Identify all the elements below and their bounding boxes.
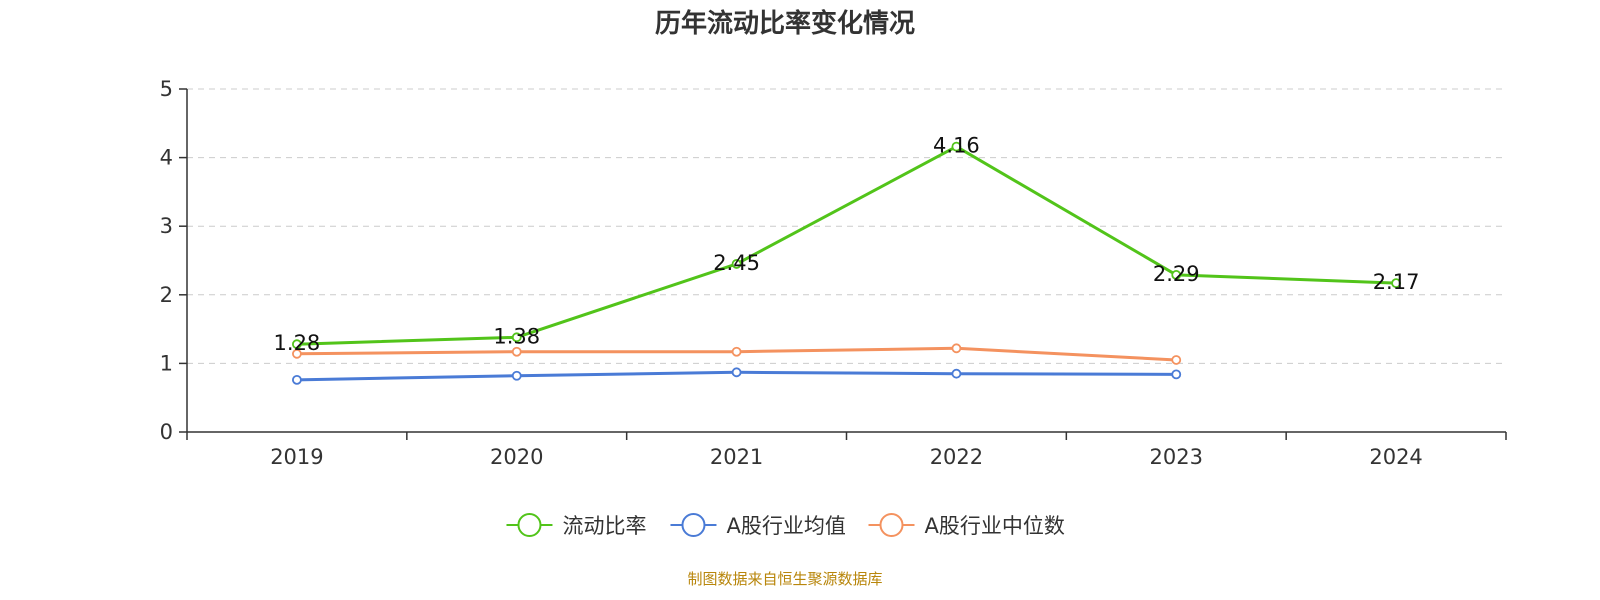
- data-point-0-0: [292, 339, 302, 350]
- data-point-2-4: [1171, 355, 1182, 365]
- grid-lines: [187, 88, 1506, 364]
- legend-marker-2: [879, 513, 904, 537]
- x-tick-label-1: 2020: [490, 445, 543, 469]
- x-tick-label-0: 2019: [270, 445, 323, 469]
- data-point-0-3: [951, 141, 962, 152]
- data-labels: 1.28 1.38 2.45 4.16 2.29 2.17: [274, 134, 1420, 356]
- y-tick-label-1: 1: [160, 351, 173, 375]
- data-label-0-1: 1.38: [493, 324, 540, 348]
- series-line-0: [296, 145, 1397, 346]
- legend: 流动比率 A股行业均值 A股行业中位数: [506, 513, 1065, 538]
- data-point-2-0: [292, 348, 302, 359]
- data-point-1-0: [292, 374, 302, 385]
- data-source-note: 制图数据来自恒生聚源数据库: [687, 570, 882, 588]
- legend-marker-0: [517, 513, 542, 537]
- data-point-2-1: [511, 346, 522, 357]
- legend-marker-1: [681, 513, 706, 537]
- data-point-0-1: [511, 332, 522, 343]
- data-label-0-0: 1.28: [274, 331, 321, 355]
- legend-label-2: A股行业中位数: [925, 514, 1065, 538]
- y-tick-label-2: 2: [160, 283, 173, 307]
- x-tick-label-5: 2024: [1369, 445, 1422, 469]
- legend-item-1: A股行业均值: [670, 513, 846, 538]
- data-point-0-5: [1391, 278, 1401, 289]
- series-lines: [292, 141, 1401, 385]
- axes: 0 1 2 3 4 5 2019 2020 2021 2022 2023 2024: [160, 77, 1507, 469]
- data-point-2-2: [731, 346, 742, 357]
- y-tick-label-5: 5: [160, 77, 173, 101]
- legend-label-1: A股行业均值: [726, 514, 845, 538]
- data-label-0-3: 4.16: [933, 134, 980, 158]
- data-point-0-4: [1171, 270, 1182, 280]
- data-point-2-3: [951, 343, 962, 354]
- legend-label-0: 流动比率: [562, 514, 646, 538]
- data-label-0-5: 2.17: [1373, 270, 1420, 294]
- legend-item-0: 流动比率: [506, 513, 646, 538]
- y-tick-label-0: 0: [160, 420, 173, 444]
- y-tick-label-3: 3: [160, 214, 173, 238]
- data-point-1-4: [1171, 369, 1182, 380]
- x-tick-label-2: 2021: [710, 445, 763, 469]
- x-tick-label-4: 2023: [1150, 445, 1203, 469]
- x-tick-label-3: 2022: [930, 445, 983, 469]
- data-label-0-4: 2.29: [1153, 262, 1200, 286]
- data-point-1-1: [511, 370, 522, 381]
- legend-item-2: A股行业中位数: [868, 513, 1065, 538]
- data-point-1-2: [731, 367, 742, 378]
- chart-title: 历年流动比率变化情况: [655, 8, 915, 39]
- y-tick-label-4: 4: [160, 146, 173, 170]
- data-label-0-2: 2.45: [713, 251, 760, 275]
- data-point-1-3: [951, 368, 962, 379]
- data-point-0-2: [731, 259, 742, 269]
